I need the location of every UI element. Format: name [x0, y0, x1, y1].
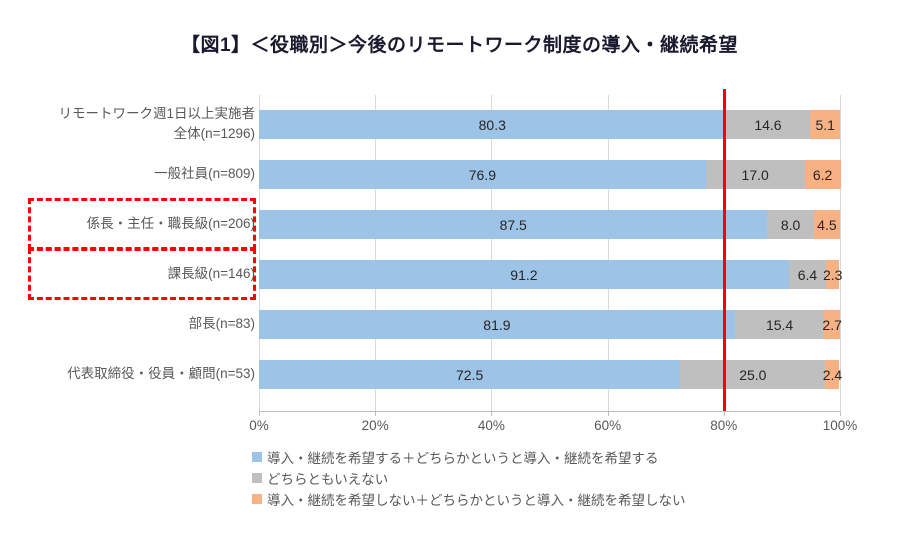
bar-value-label: 80.3	[478, 116, 506, 133]
bar-value-label: 5.1	[815, 116, 835, 133]
bar-value-label: 4.5	[817, 216, 837, 233]
bar-segment-gray: 8.0	[767, 210, 814, 239]
bar-value-label: 2.7	[822, 316, 842, 333]
bar-segment-blue: 87.5	[259, 210, 768, 239]
x-tick-label: 40%	[477, 418, 505, 433]
bar-value-label: 14.6	[754, 116, 782, 133]
bar-value-label: 6.2	[812, 166, 833, 183]
bar-value-label: 81.9	[483, 316, 511, 333]
bar-value-label: 91.2	[510, 266, 538, 283]
bar-segment-orange: 2.3	[823, 260, 843, 289]
legend-swatch-icon	[252, 494, 262, 504]
threshold-line	[722, 89, 726, 411]
bar-value-label: 6.4	[797, 266, 818, 283]
bar-value-label: 2.4	[822, 366, 843, 383]
bar-segment-orange: 4.5	[813, 210, 840, 239]
x-tick-label: 20%	[361, 418, 389, 433]
highlight-box	[28, 198, 256, 250]
bar-value-label: 25.0	[739, 366, 767, 383]
bar-segment-gray: 14.6	[725, 110, 811, 139]
bar-row: 72.5 25.0 2.4	[259, 360, 843, 389]
bar-segment-orange: 5.1	[810, 110, 840, 139]
x-tick-mark	[723, 411, 725, 416]
bar-value-label: 15.4	[765, 316, 794, 333]
bar-segment-gray: 17.0	[705, 160, 805, 189]
legend-item[interactable]: 導入・継続を希望しない＋どちらかというと導入・継続を希望しない	[252, 489, 686, 509]
bar-value-label: 2.3	[823, 266, 843, 283]
bar-row: 87.5 8.0 4.5	[259, 210, 840, 239]
bar-segment-blue: 81.9	[259, 310, 735, 339]
legend-label: どちらともいえない	[267, 472, 389, 487]
x-tick-label: 80%	[710, 418, 738, 433]
legend-label: 導入・継続を希望しない＋どちらかというと導入・継続を希望しない	[267, 493, 686, 508]
bar-segment-gray: 6.4	[788, 260, 827, 289]
category-label: 部長(n=83)	[188, 316, 255, 331]
bar-value-label: 8.0	[780, 216, 801, 233]
x-tick-label: 100%	[822, 418, 858, 433]
bar-segment-blue: 72.5	[259, 360, 681, 389]
x-tick-label: 0%	[249, 418, 269, 433]
bar-value-label: 87.5	[499, 216, 527, 233]
bar-segment-gray: 25.0	[680, 360, 826, 389]
legend-label: 導入・継続を希望する＋どちらかというと導入・継続を希望する	[267, 451, 659, 466]
bar-value-label: 72.5	[455, 366, 484, 383]
bar-segment-blue: 76.9	[259, 160, 706, 189]
category-label: 一般社員(n=809)	[154, 166, 255, 181]
bar-segment-orange: 2.7	[822, 310, 842, 339]
category-label: 係長・主任・職長級(n=206)	[86, 216, 255, 231]
bar-row: 76.9 17.0 6.2	[259, 160, 841, 189]
x-tick-mark	[607, 411, 609, 416]
x-tick-mark	[491, 411, 493, 416]
gridline-100%	[840, 95, 841, 411]
bar-segment-blue: 91.2	[259, 260, 789, 289]
x-tick-mark	[840, 411, 841, 416]
gridline-40%	[491, 95, 493, 411]
plot-area: 80.3 14.6 5.1 76.9 17.0 6.2 87.5 8.0 4.5 91.2 6.4 2…	[259, 89, 843, 411]
gridline-60%	[607, 95, 609, 411]
bar-segment-orange: 6.2	[804, 160, 841, 189]
x-tick-label: 60%	[594, 418, 622, 433]
bar-row: 80.3 14.6 5.1	[259, 110, 840, 139]
category-axis: リモートワーク週1日以上実施者 全体(n=1296) 一般社員(n=809) 係長・…	[10, 95, 255, 411]
legend-item[interactable]: どちらともいえない	[252, 468, 686, 488]
chart-legend: 導入・継続を希望する＋どちらかというと導入・継続を希望する どちらともいえない導入…	[252, 447, 686, 510]
bar-value-label: 17.0	[741, 166, 769, 183]
category-label: リモートワーク週1日以上実施者 全体(n=1296)	[58, 105, 255, 142]
highlight-box	[28, 248, 256, 300]
legend-swatch-icon	[252, 452, 262, 462]
bar-row: 91.2 6.4 2.3	[259, 260, 843, 289]
bar-segment-gray: 15.4	[734, 310, 825, 339]
bar-segment-blue: 80.3	[259, 110, 726, 139]
x-axis-line	[259, 411, 840, 412]
bar-row: 81.9 15.4 2.7	[259, 310, 842, 339]
category-label: 代表取締役・役員・顧問(n=53)	[67, 366, 255, 381]
category-label: 課長級(n=146)	[167, 266, 255, 281]
legend-item[interactable]: 導入・継続を希望する＋どちらかというと導入・継続を希望する	[252, 447, 686, 467]
x-tick-mark	[375, 411, 377, 416]
x-tick-mark	[259, 411, 260, 416]
legend-swatch-icon	[252, 473, 262, 483]
page-title: 【図1】＜役職別＞今後のリモートワーク制度の導入・継続希望	[180, 35, 739, 56]
bar-value-label: 76.9	[468, 166, 497, 183]
bar-segment-orange: 2.4	[822, 360, 843, 389]
gridline-20%	[375, 95, 377, 411]
gridline-0%	[259, 95, 260, 411]
